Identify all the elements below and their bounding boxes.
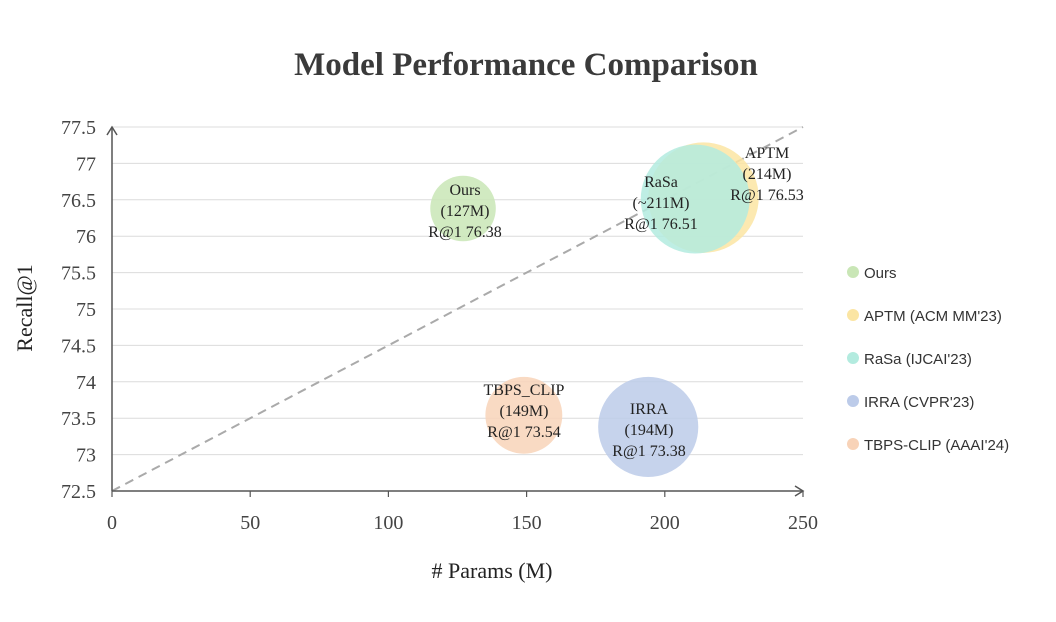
data-label: Ours <box>449 182 480 199</box>
data-label: (~211M) <box>633 195 690 212</box>
y-axis-arrow <box>106 125 118 136</box>
bubble-labels: Ours (127M) R@1 76.38 APTM (214M) R@1 76.53 Ra… <box>428 145 803 460</box>
bubble-point <box>640 144 750 254</box>
data-label: R@1 76.38 <box>428 224 501 241</box>
data-label: TBPS_CLIP <box>484 382 565 399</box>
y-tick-label: 74.5 <box>61 335 96 357</box>
bubble-point <box>598 376 699 477</box>
bubble-point <box>430 175 496 242</box>
data-label: R@1 73.54 <box>487 424 560 441</box>
chart-title: Model Performance Comparison <box>294 47 758 83</box>
legend-entry: IRRA (CVPR'23) <box>864 394 974 411</box>
x-tick-label: 50 <box>240 512 260 534</box>
x-tick-label: 150 <box>512 512 542 534</box>
y-axis-label: Recall@1 <box>12 264 37 351</box>
legend-entry: TBPS-CLIP (AAAI'24) <box>864 437 1009 454</box>
legend-marker <box>847 438 859 450</box>
y-tick-label: 77.5 <box>61 117 96 139</box>
data-label: R@1 73.38 <box>612 443 685 460</box>
y-tick-label: 73 <box>76 445 96 467</box>
bubble-point <box>485 376 563 454</box>
y-tick-label: 76 <box>76 226 96 248</box>
legend-marker <box>847 309 859 321</box>
y-tick-label: 74 <box>76 372 96 394</box>
data-label: R@1 76.51 <box>624 216 697 233</box>
x-tick-label: 200 <box>650 512 680 534</box>
axes: 72.5 73 73.5 74 74.5 75 75.5 76 76.5 77 77.5 0 50 100… <box>61 117 818 534</box>
x-tick-label: 100 <box>373 512 403 534</box>
legend: Ours APTM (ACM MM'23) RaSa (IJCAI'23) IRRA … <box>847 265 1009 454</box>
legend-marker <box>847 352 859 364</box>
x-tick-label: 0 <box>107 512 117 534</box>
x-axis-label: # Params (M) <box>432 558 553 583</box>
data-label: (127M) <box>441 203 490 220</box>
y-tick-label: 75.5 <box>61 263 96 285</box>
y-tick-label: 76.5 <box>61 190 96 212</box>
y-tick-label: 72.5 <box>61 481 96 503</box>
x-axis-arrow <box>794 485 805 497</box>
y-tick-label: 77 <box>76 153 96 175</box>
data-label: RaSa <box>644 174 678 191</box>
y-tick-label: 73.5 <box>61 408 96 430</box>
legend-entry: APTM (ACM MM'23) <box>864 308 1002 325</box>
data-label: R@1 76.53 <box>730 187 803 204</box>
legend-entry: RaSa (IJCAI'23) <box>864 351 972 368</box>
legend-entry: Ours <box>864 265 897 282</box>
data-label: (214M) <box>743 166 792 183</box>
x-tick-label: 250 <box>788 512 818 534</box>
legend-marker <box>847 266 859 278</box>
data-label: IRRA <box>630 401 669 418</box>
bubbles <box>430 142 759 477</box>
data-label: APTM <box>745 145 789 162</box>
data-label: (194M) <box>625 422 674 439</box>
legend-marker <box>847 395 859 407</box>
data-label: (149M) <box>500 403 549 420</box>
y-tick-label: 75 <box>76 299 96 321</box>
